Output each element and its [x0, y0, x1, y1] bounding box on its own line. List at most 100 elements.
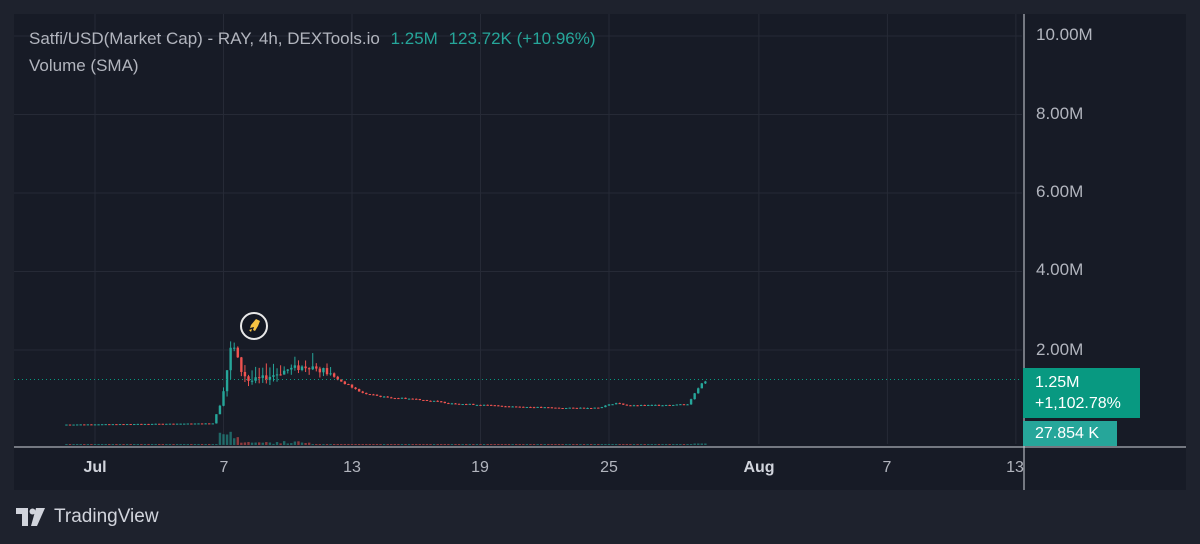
candle-body — [443, 401, 447, 404]
volume-bar — [586, 444, 589, 445]
volume-bar — [689, 444, 693, 445]
candle-body — [475, 404, 479, 406]
event-marker[interactable] — [240, 312, 268, 340]
volume-bar — [150, 444, 154, 445]
volume-bar — [700, 443, 704, 445]
volume-bar — [290, 443, 293, 445]
candle-body — [393, 398, 397, 400]
candle-body — [347, 384, 350, 386]
volume-bar — [261, 442, 264, 445]
volume-bar — [661, 444, 664, 445]
candle-body — [158, 423, 161, 425]
volume-bar — [632, 444, 636, 445]
candle-body — [454, 403, 457, 405]
volume-bar — [575, 444, 579, 445]
candle-body — [689, 399, 693, 405]
chart-panel[interactable]: Satfi/USD(Market Cap) - RAY, 4h, DEXTool… — [14, 14, 1186, 490]
y-tick-label: 8.00M — [1036, 104, 1084, 123]
volume-bar — [629, 444, 632, 445]
volume-bar — [579, 444, 582, 445]
candle-body — [411, 398, 414, 400]
volume-bar — [183, 444, 186, 445]
volume-bar — [593, 444, 596, 445]
candle-body — [614, 403, 618, 405]
candle-body — [279, 374, 282, 376]
candle-body — [211, 423, 214, 425]
volume-bar — [447, 444, 450, 445]
volume-bar — [140, 444, 143, 445]
tradingview-branding[interactable]: TradingView — [16, 506, 159, 528]
candle-body — [525, 406, 529, 408]
candle-body — [372, 394, 375, 396]
volume-bar — [190, 444, 193, 445]
volume-bar — [322, 444, 325, 445]
volume-bar — [600, 444, 604, 445]
volume-bar — [686, 444, 689, 445]
volume-bar — [539, 444, 543, 445]
candle-body — [697, 388, 700, 394]
volume-bar — [179, 444, 182, 445]
volume-bar — [125, 444, 129, 445]
volume-bar — [415, 444, 418, 445]
volume-bar — [465, 444, 468, 445]
candle-body — [150, 423, 154, 425]
volume-bar — [611, 444, 614, 445]
volume-bar — [475, 444, 479, 445]
volume-bar — [554, 444, 557, 445]
volume-bar — [675, 444, 679, 445]
candle-body — [111, 424, 115, 426]
volume-bar — [129, 444, 132, 445]
candle-body — [554, 407, 557, 409]
candle-body — [183, 423, 186, 425]
candle-body — [686, 404, 689, 406]
volume-bar — [286, 443, 289, 445]
candle-body — [204, 423, 207, 425]
volume-bar — [197, 444, 200, 445]
candle-body — [532, 407, 536, 409]
candle-body — [611, 404, 614, 406]
candle-body — [193, 423, 197, 425]
x-tick-label: Aug — [743, 459, 775, 476]
volume-bar — [211, 444, 214, 445]
candle-body — [350, 384, 354, 388]
candle-body — [75, 424, 79, 426]
candle-body — [514, 406, 518, 408]
volume-bar — [143, 444, 147, 445]
volume-legend[interactable]: Volume (SMA) — [29, 56, 139, 75]
candle-body — [468, 403, 471, 405]
volume-bar — [311, 444, 314, 445]
last-price-tag: 1.25M +1,102.78% — [1023, 368, 1140, 418]
candle-body — [465, 404, 468, 406]
volume-bar — [425, 444, 429, 445]
volume-bar — [236, 437, 239, 445]
volume-bar — [300, 442, 304, 445]
volume-bar — [147, 444, 150, 445]
candle-body — [297, 365, 300, 371]
legend-symbol[interactable]: Satfi/USD(Market Cap) — [29, 29, 203, 48]
volume-bar — [614, 444, 618, 445]
candle-body — [386, 396, 389, 398]
volume-bar — [636, 444, 639, 445]
volume-bar — [243, 442, 247, 445]
volume-bar — [597, 444, 600, 445]
candle-body — [254, 377, 257, 381]
volume-bar — [472, 444, 475, 445]
candle-body — [318, 368, 322, 373]
candle-body — [236, 347, 239, 358]
volume-bar — [572, 444, 575, 445]
volume-bar — [111, 444, 115, 445]
volume-bar — [340, 444, 343, 445]
volume-bar — [429, 444, 432, 445]
candle-body — [472, 403, 475, 405]
volume-bar — [693, 443, 696, 445]
candle-body — [704, 381, 707, 384]
volume-bar — [379, 444, 382, 445]
candle-body — [429, 400, 432, 402]
candle-body — [436, 400, 439, 402]
candle-body — [257, 377, 261, 379]
volume-bar — [400, 444, 404, 445]
price-chart[interactable] — [14, 14, 1186, 490]
volume-bar — [407, 444, 411, 445]
volume-bar — [347, 444, 350, 445]
candle-body — [275, 374, 279, 376]
